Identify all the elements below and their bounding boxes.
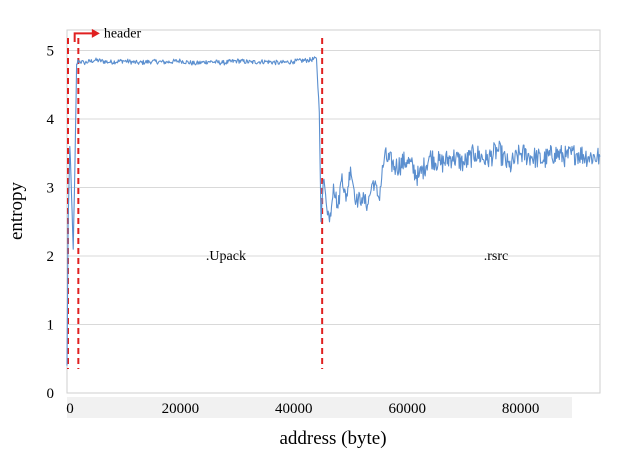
- y-tick-labels: 0 1 2 3 4 5: [47, 44, 55, 402]
- x-axis-band: [67, 397, 572, 418]
- y-tick-label: 0: [47, 386, 55, 402]
- annotations: header .Upack .rsrc: [104, 26, 508, 264]
- annotation-label: .Upack: [206, 249, 246, 264]
- x-tick-label: 0: [66, 401, 74, 417]
- x-tick-label: 60000: [388, 401, 426, 417]
- x-tick-labels: 0 20000 40000 60000 80000: [66, 401, 539, 417]
- x-tick-label: 20000: [162, 401, 200, 417]
- series-line-entropy: [66, 56, 601, 366]
- x-axis-title: address (byte): [279, 428, 386, 449]
- header-arrow-shaft: [73, 32, 94, 42]
- x-tick-label: 40000: [275, 401, 313, 417]
- header-arrow-head: [91, 28, 100, 38]
- annotation-label: header: [104, 26, 142, 41]
- y-tick-label: 2: [47, 249, 55, 265]
- y-tick-label: 1: [47, 318, 55, 334]
- y-tick-label: 3: [47, 181, 55, 197]
- y-tick-label: 5: [47, 44, 55, 60]
- y-axis-title: entropy: [6, 181, 27, 240]
- x-tick-label: 80000: [502, 401, 540, 417]
- y-tick-label: 4: [47, 112, 55, 128]
- header-arrow: [73, 28, 100, 42]
- annotation-label: .rsrc: [484, 249, 509, 264]
